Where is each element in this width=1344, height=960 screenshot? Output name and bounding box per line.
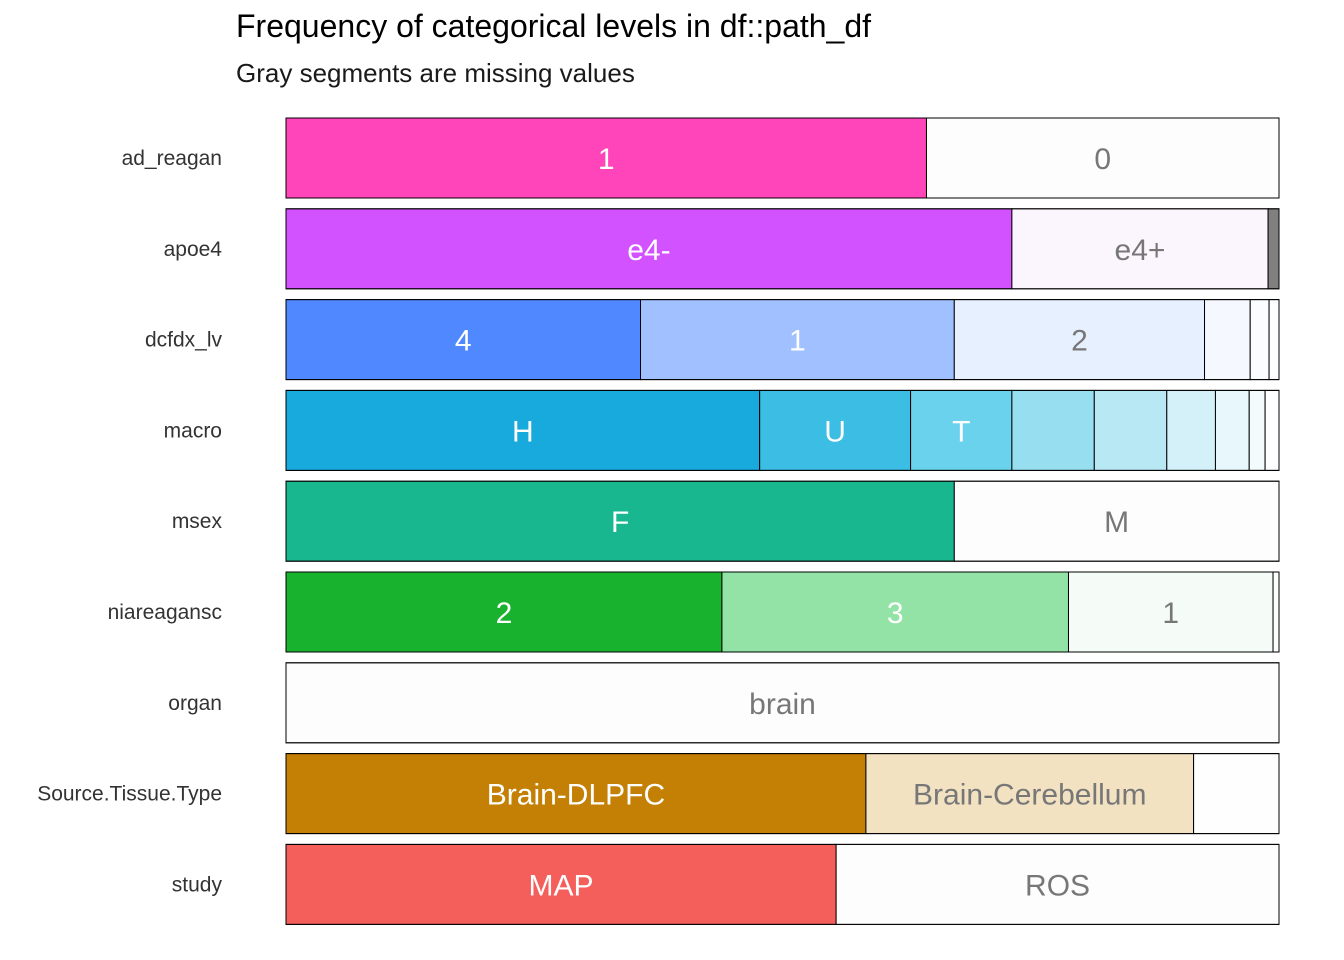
segment-label: 4 bbox=[455, 325, 472, 358]
segment-label: U bbox=[824, 415, 846, 448]
row-label: Source.Tissue.Type bbox=[37, 783, 222, 806]
bar-row-apoe4: apoe4 e4- e4+ bbox=[164, 208, 1280, 290]
row-label: organ bbox=[168, 692, 222, 715]
segment-label: e4- bbox=[627, 234, 670, 267]
segment-label: brain bbox=[749, 688, 816, 721]
bar-row-Source.Tissue.Type: Source.Tissue.Type Brain-DLPFC Brain-Cereb… bbox=[37, 753, 1280, 835]
bar-segment bbox=[285, 662, 1280, 744]
bar-outline bbox=[285, 753, 1280, 835]
bar-segment bbox=[1214, 389, 1250, 471]
bar-segment bbox=[1268, 299, 1280, 381]
segment-label: F bbox=[611, 506, 629, 539]
bar-segment bbox=[285, 389, 761, 471]
bar-row-macro: macro H U T bbox=[164, 389, 1280, 471]
chart-subtitle: Gray segments are missing values bbox=[236, 58, 635, 88]
bar-segment bbox=[1249, 299, 1270, 381]
bar-segment bbox=[721, 571, 1069, 653]
bar-row-niareagansc: niareagansc 2 3 1 bbox=[108, 571, 1280, 653]
bar-segment bbox=[285, 208, 1013, 290]
row-label: study bbox=[172, 873, 223, 896]
segment-label: 2 bbox=[1071, 325, 1088, 358]
row-label: niareagansc bbox=[108, 601, 222, 624]
bar-segment bbox=[1011, 389, 1095, 471]
bar-outline bbox=[285, 843, 1280, 925]
segment-label: 1 bbox=[1162, 597, 1179, 630]
bar-segment bbox=[1264, 389, 1280, 471]
bar-segment bbox=[285, 843, 837, 925]
segment-label: Brain-DLPFC bbox=[487, 779, 665, 812]
bar-segment bbox=[953, 480, 1280, 562]
bar-segment bbox=[1093, 389, 1168, 471]
row-label: apoe4 bbox=[164, 238, 223, 261]
bar-outline bbox=[285, 662, 1280, 744]
bar-segment bbox=[1193, 753, 1280, 835]
bar-segment bbox=[1204, 299, 1251, 381]
bar-outline bbox=[285, 480, 1280, 562]
segment-label: 1 bbox=[789, 325, 806, 358]
bar-outline bbox=[285, 299, 1280, 381]
bar-segment bbox=[1248, 389, 1266, 471]
segment-label: MAP bbox=[529, 869, 594, 902]
segment-label: M bbox=[1104, 506, 1129, 539]
segment-label: 2 bbox=[496, 597, 513, 630]
chart-title: Frequency of categorical levels in df::p… bbox=[236, 8, 872, 44]
missing-segment bbox=[1267, 208, 1280, 290]
bar-segment bbox=[910, 389, 1013, 471]
bar-segment bbox=[1272, 571, 1280, 653]
bar-row-organ: organ brain bbox=[168, 662, 1280, 744]
segment-label: 0 bbox=[1094, 143, 1111, 176]
bar-segment bbox=[1166, 389, 1216, 471]
segment-label: e4+ bbox=[1115, 234, 1166, 267]
bar-row-msex: msex F M bbox=[172, 480, 1280, 562]
bar-segment bbox=[759, 389, 912, 471]
bar-outline bbox=[285, 117, 1280, 199]
row-label: msex bbox=[172, 510, 223, 533]
bar-segment bbox=[865, 753, 1195, 835]
bar-outline bbox=[285, 389, 1280, 471]
row-label: macro bbox=[164, 419, 222, 442]
segment-label: ROS bbox=[1025, 869, 1090, 902]
bar-segment bbox=[285, 480, 955, 562]
bar-row-dcfdx_lv: dcfdx_lv 4 1 2 bbox=[145, 299, 1280, 381]
segment-label: 1 bbox=[598, 143, 615, 176]
bar-row-ad_reagan: ad_reagan 1 0 bbox=[122, 117, 1280, 199]
row-label: ad_reagan bbox=[122, 147, 222, 170]
bar-outline bbox=[285, 571, 1280, 653]
bar-outline bbox=[285, 208, 1280, 290]
row-label: dcfdx_lv bbox=[145, 329, 223, 352]
bar-row-study: study MAP ROS bbox=[172, 843, 1280, 925]
segment-label: H bbox=[512, 415, 534, 448]
segment-label: Brain-Cerebellum bbox=[913, 779, 1146, 812]
segment-label: T bbox=[952, 415, 970, 448]
bar-segment bbox=[285, 753, 867, 835]
segment-label: 3 bbox=[887, 597, 904, 630]
bar-segment bbox=[640, 299, 955, 381]
